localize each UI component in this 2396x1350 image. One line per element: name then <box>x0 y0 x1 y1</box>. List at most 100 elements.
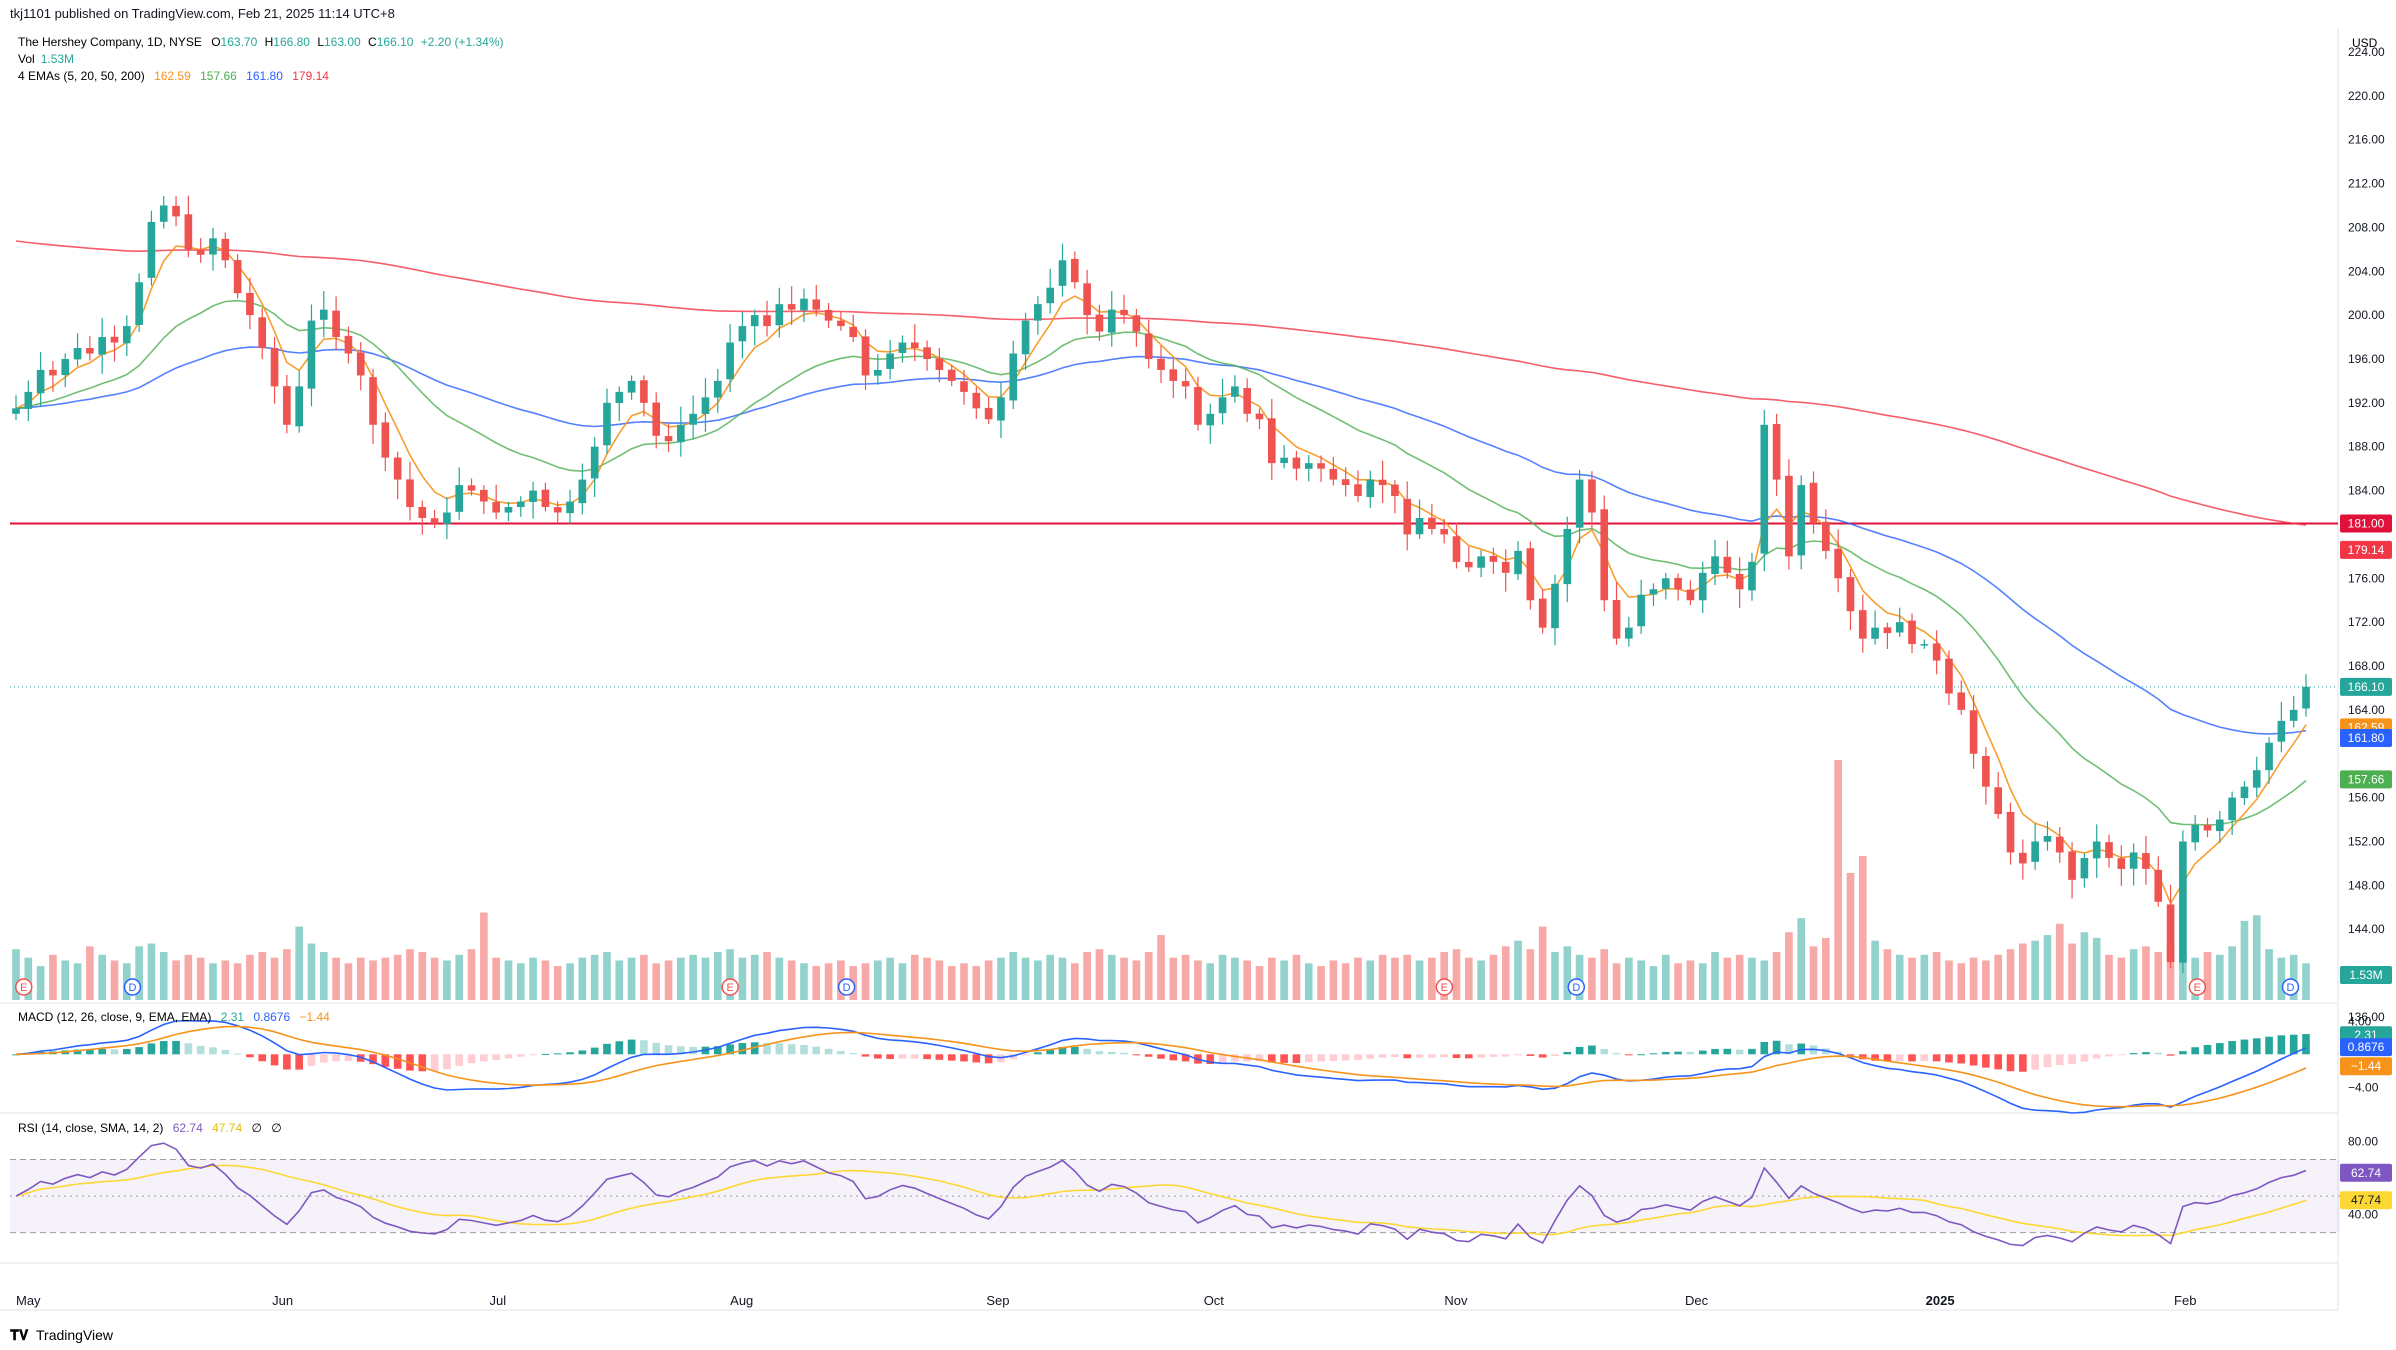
tradingview-logo[interactable]: 𝐓𝐕 TradingView <box>10 1327 114 1343</box>
candle <box>1009 340 1018 410</box>
macd-hist-bar <box>2228 1041 2236 1055</box>
volume-bar <box>1809 946 1818 1000</box>
macd-hist-bar <box>135 1047 143 1055</box>
volume-bar <box>1046 954 1055 1000</box>
volume-bar <box>1058 957 1067 1000</box>
volume-bar <box>787 960 796 1000</box>
macd-hist-bar <box>1785 1044 1793 1055</box>
macd-hist-bar <box>1514 1054 1522 1056</box>
candle <box>1267 398 1276 481</box>
volume-bar <box>196 957 205 1000</box>
volume-bar <box>2203 952 2212 1000</box>
candle <box>2302 674 2310 717</box>
dividend-marker[interactable]: D <box>2281 978 2300 996</box>
macd-hist-bar <box>2068 1054 2076 1065</box>
svg-text:47.74: 47.74 <box>2351 1193 2381 1207</box>
candle <box>1194 376 1202 431</box>
earnings-marker[interactable]: E <box>1435 978 1454 996</box>
candle <box>997 381 1005 438</box>
macd-hist-bar <box>2031 1054 2039 1070</box>
volume-bar <box>529 957 537 1000</box>
volume-bar <box>615 960 624 1000</box>
volume-bar <box>1908 957 1916 1000</box>
macd-hist-bar <box>553 1053 562 1055</box>
badge-last-price: 166.10 <box>2340 677 2392 696</box>
dividend-marker[interactable]: D <box>837 978 856 996</box>
macd-tick-label: 4.00 <box>2348 1014 2372 1028</box>
time-label-aug: Aug <box>730 1293 753 1308</box>
candle <box>837 311 845 331</box>
macd-hist-bar <box>1440 1054 1448 1058</box>
svg-text:D: D <box>843 982 851 994</box>
candle <box>1489 547 1498 574</box>
volume-bar <box>1735 954 1744 1000</box>
candle <box>246 278 254 330</box>
candle <box>2105 834 2113 868</box>
volume-bar <box>2142 946 2150 1000</box>
macd-hist-bar <box>1575 1046 1584 1055</box>
volume-bar <box>1181 954 1190 1000</box>
earnings-marker[interactable]: E <box>721 978 739 996</box>
volume-bar <box>750 954 759 1000</box>
macd-legend: MACD (12, 26, close, 9, EMA, EMA) 2.31 0… <box>18 1010 330 1024</box>
macd-hist-bar <box>73 1049 82 1055</box>
volume-bar <box>1218 954 1227 1000</box>
volume-bar <box>1588 957 1596 1000</box>
price-tick-label: 184.00 <box>2348 484 2385 498</box>
candle <box>1514 541 1522 580</box>
price-legend: The Hershey Company, 1D, NYSE O163.70 H1… <box>18 35 504 49</box>
macd-hist-bar <box>861 1054 870 1057</box>
macd-hist-bar <box>886 1054 894 1060</box>
candle <box>295 370 303 433</box>
dividend-marker[interactable]: D <box>1567 978 1586 996</box>
price-tick-label: 144.00 <box>2348 922 2385 936</box>
candle <box>1403 481 1412 551</box>
macd-hist-bar <box>2129 1053 2138 1055</box>
time-label-jul: Jul <box>490 1293 507 1308</box>
volume-bar <box>2092 937 2101 1000</box>
candle <box>1169 358 1178 398</box>
volume-bar <box>541 960 550 1000</box>
candle <box>1206 403 1215 444</box>
volume-bar <box>184 954 193 1000</box>
dividend-marker[interactable]: D <box>123 978 142 996</box>
volume-bar <box>1021 957 1030 1000</box>
macd-hist-bar <box>1366 1054 1375 1059</box>
event-markers: E E E ED D D D <box>15 978 2300 996</box>
candle <box>1095 304 1104 341</box>
volume-bar <box>332 957 340 1000</box>
volume-bar <box>824 963 833 1000</box>
price-tick-label: 212.00 <box>2348 177 2385 191</box>
volume-bar <box>677 957 685 1000</box>
candle <box>1440 518 1448 544</box>
candle <box>2129 843 2138 886</box>
volume-bar <box>1822 937 1830 1000</box>
candle <box>603 388 611 454</box>
volume-bar <box>812 966 821 1000</box>
volume-bar <box>443 960 451 1000</box>
tradingview-logo-text: TradingView <box>36 1327 114 1343</box>
candle <box>689 395 697 440</box>
ohlc-open: 163.70 <box>221 35 258 49</box>
volume-bar <box>135 946 143 1000</box>
volume-bar <box>1723 957 1732 1000</box>
macd-tick-label: −4.00 <box>2348 1080 2379 1094</box>
earnings-marker[interactable]: E <box>2188 978 2207 996</box>
volume-bar <box>246 954 254 1000</box>
volume-bar <box>923 957 931 1000</box>
candle <box>344 326 353 364</box>
volume-bar <box>2179 954 2187 1000</box>
volume-bar <box>1267 957 1276 1000</box>
candle <box>677 406 685 457</box>
macd-hist-bar <box>1206 1054 1215 1065</box>
svg-text:161.80: 161.80 <box>2348 731 2385 745</box>
volume-bar <box>504 960 513 1000</box>
macd-hist-bar <box>270 1054 279 1066</box>
earnings-marker[interactable]: E <box>15 978 33 996</box>
volume-bar <box>1551 952 1559 1000</box>
candle <box>738 311 747 359</box>
macd-hist-bar <box>2240 1039 2249 1055</box>
macd-hist-bar <box>800 1044 808 1055</box>
candle <box>1243 378 1251 422</box>
macd-hist-bar <box>910 1054 919 1059</box>
